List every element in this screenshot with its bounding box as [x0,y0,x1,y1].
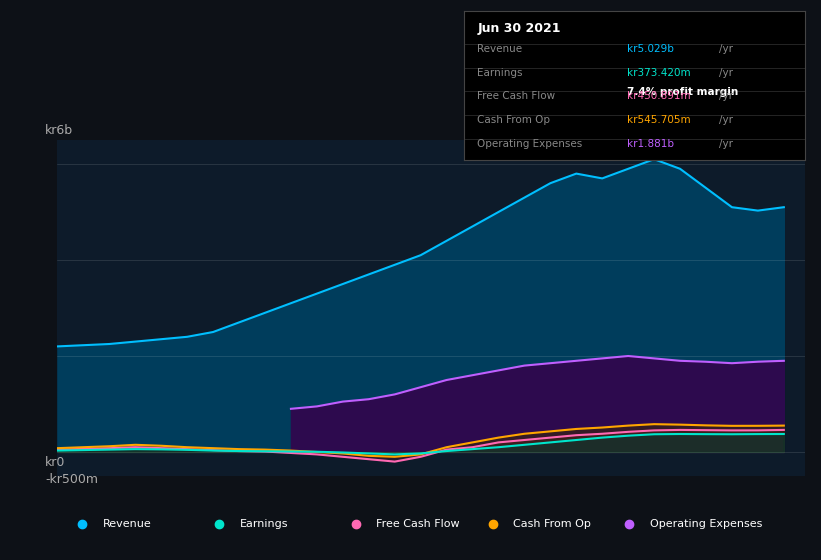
Text: Operating Expenses: Operating Expenses [478,139,583,149]
Text: kr450.891m: kr450.891m [627,91,691,101]
Text: /yr: /yr [719,139,733,149]
Text: -kr500m: -kr500m [45,473,99,486]
Text: /yr: /yr [719,115,733,125]
Text: Earnings: Earnings [478,68,523,78]
Text: Free Cash Flow: Free Cash Flow [478,91,556,101]
Text: Jun 30 2021: Jun 30 2021 [478,22,561,35]
Text: kr0: kr0 [45,456,66,469]
Text: Revenue: Revenue [103,519,151,529]
Text: kr5.029b: kr5.029b [627,44,674,54]
Text: Free Cash Flow: Free Cash Flow [376,519,460,529]
Text: kr6b: kr6b [45,124,73,137]
Text: 7.4% profit margin: 7.4% profit margin [627,87,739,97]
Text: Cash From Op: Cash From Op [478,115,551,125]
Text: Operating Expenses: Operating Expenses [650,519,763,529]
Text: Earnings: Earnings [240,519,288,529]
Text: /yr: /yr [719,91,733,101]
Text: kr545.705m: kr545.705m [627,115,691,125]
Text: Revenue: Revenue [478,44,523,54]
Text: /yr: /yr [719,68,733,78]
Text: kr373.420m: kr373.420m [627,68,691,78]
Text: /yr: /yr [719,44,733,54]
Text: kr1.881b: kr1.881b [627,139,674,149]
Text: Cash From Op: Cash From Op [513,519,591,529]
